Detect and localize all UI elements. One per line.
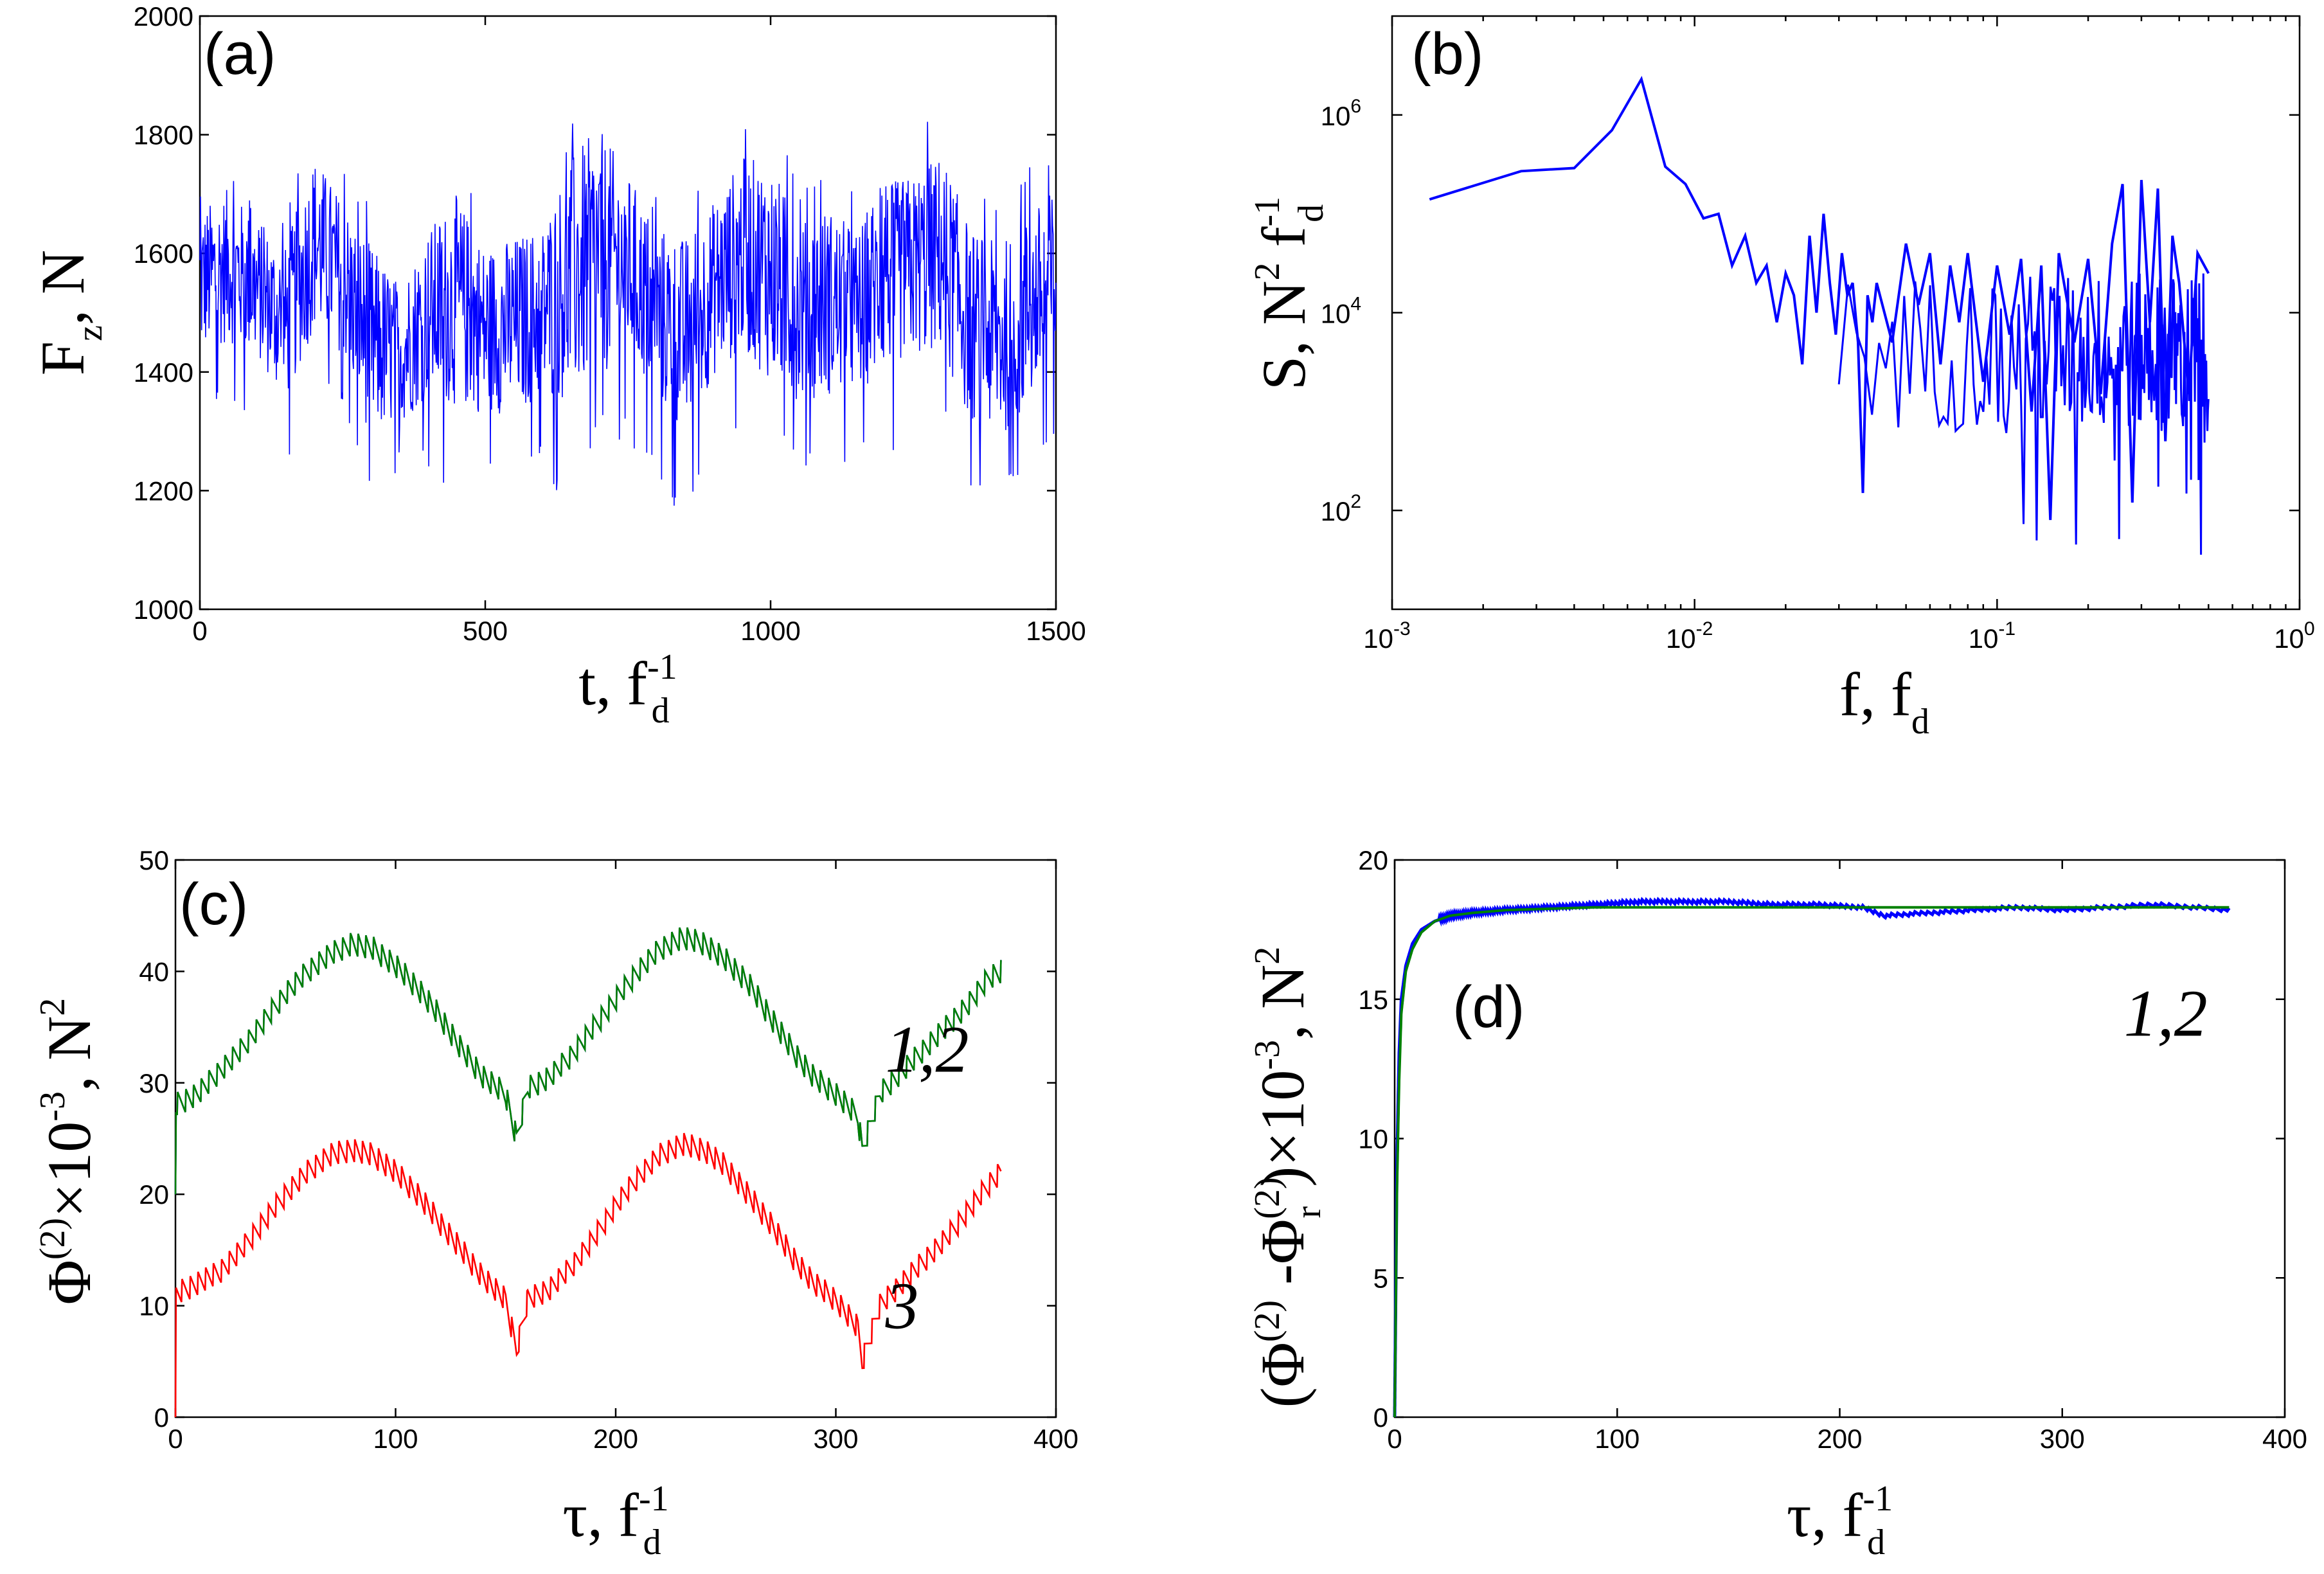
- series-s-noise: [1837, 273, 2210, 555]
- x-tick-label: 0: [168, 1424, 183, 1454]
- y-tick-label: 0: [1373, 1402, 1388, 1433]
- curve-label: 1,2: [2124, 976, 2208, 1050]
- x-tick-label: 10-1: [1969, 618, 2016, 654]
- panel-c: 0 100 200 300 400 0 10 20 30 40 50 (c) 1,2 3 τ, f-1 d Φ(…: [33, 845, 1078, 1562]
- series-2-line: [1393, 906, 2230, 1417]
- x-tick-label: 500: [463, 616, 508, 646]
- x-tick-label: 0: [192, 616, 207, 646]
- x-axis-label: t, f-1 d: [578, 647, 677, 731]
- panel-a: 0 500 1000 1500 1000 1200 1400 1600 1800 2000 (a) t…: [28, 1, 1086, 731]
- y-axis-label: Fz, N: [28, 250, 110, 376]
- panel-label: (a): [204, 21, 276, 87]
- x-tick-label: 400: [1033, 1424, 1078, 1454]
- y-axis-label: S, N2 f-1 d: [1247, 197, 1331, 390]
- series-1-line: [174, 927, 1002, 1195]
- y-tick-label: 10: [139, 1291, 169, 1321]
- plot-area: [1393, 859, 2286, 1418]
- x-tick-label: 10-2: [1666, 618, 1713, 654]
- y-tick-label: 104: [1321, 294, 1361, 329]
- y-tick-label: 1800: [134, 120, 193, 150]
- series-2-line: [174, 927, 1002, 1195]
- x-tick-label: 10-3: [1363, 618, 1410, 654]
- series-s-line: [1429, 76, 2210, 521]
- x-tick-label: 1000: [740, 616, 800, 646]
- y-tick-label: 106: [1321, 96, 1361, 131]
- panel-label: (d): [1452, 974, 1524, 1040]
- y-tick-label: 2000: [134, 1, 193, 31]
- y-tick-label: 1400: [134, 357, 193, 388]
- y-axis-label: (Φ(2) -Φ(2)r)×10-3, N2: [1247, 947, 1328, 1408]
- x-tick-label: 1500: [1026, 616, 1086, 646]
- curve-label: 1,2: [886, 1012, 969, 1086]
- x-tick-label: 100: [373, 1424, 418, 1454]
- y-tick-label: 5: [1373, 1263, 1388, 1293]
- curve-label: 3: [885, 1269, 919, 1343]
- x-tick-label: 200: [1817, 1424, 1862, 1454]
- y-tick-label: 0: [154, 1402, 169, 1433]
- x-tick-label: 300: [2040, 1424, 2085, 1454]
- y-tick-label: 1600: [134, 238, 193, 269]
- series-fz-line: [199, 121, 1057, 506]
- x-axis-label: f, fd: [1839, 660, 1929, 742]
- y-tick-label: 20: [139, 1179, 169, 1210]
- plot-area: [174, 859, 1057, 1418]
- panel-label: (b): [1411, 21, 1483, 87]
- x-tick-label: 400: [2262, 1424, 2307, 1454]
- x-axis-label: τ, f-1 d: [562, 1479, 668, 1562]
- y-tick-label: 50: [139, 845, 169, 875]
- y-tick-label: 40: [139, 956, 169, 987]
- y-tick-label: 102: [1321, 491, 1361, 526]
- series-1-line: [1393, 897, 2231, 1417]
- y-axis-label: Φ(2)×10-3, N2: [33, 998, 103, 1305]
- x-tick-label: 300: [813, 1424, 858, 1454]
- x-tick-label: 100: [2274, 618, 2314, 654]
- y-tick-label: 15: [1358, 985, 1388, 1015]
- panel-b: 10-3 10-2 10-1 100 102 104 106 (b) f, fd S, N2 f-…: [1247, 15, 2315, 742]
- y-tick-label: 1000: [134, 595, 193, 625]
- series-3-line: [174, 1132, 1002, 1418]
- x-tick-label: 0: [1387, 1424, 1402, 1454]
- y-tick-label: 1200: [134, 476, 193, 506]
- y-tick-label: 10: [1358, 1124, 1388, 1154]
- x-tick-label: 200: [593, 1424, 638, 1454]
- y-tick-label: 20: [1358, 845, 1388, 875]
- panel-d: 0 100 200 300 400 0 5 10 15 20 (d) 1,2 τ, f-1 d (Φ(2) …: [1247, 845, 2307, 1562]
- x-tick-label: 100: [1595, 1424, 1640, 1454]
- panel-label: (c): [179, 872, 248, 937]
- x-axis-label: τ, f-1 d: [1787, 1479, 1893, 1562]
- y-tick-label: 30: [139, 1068, 169, 1098]
